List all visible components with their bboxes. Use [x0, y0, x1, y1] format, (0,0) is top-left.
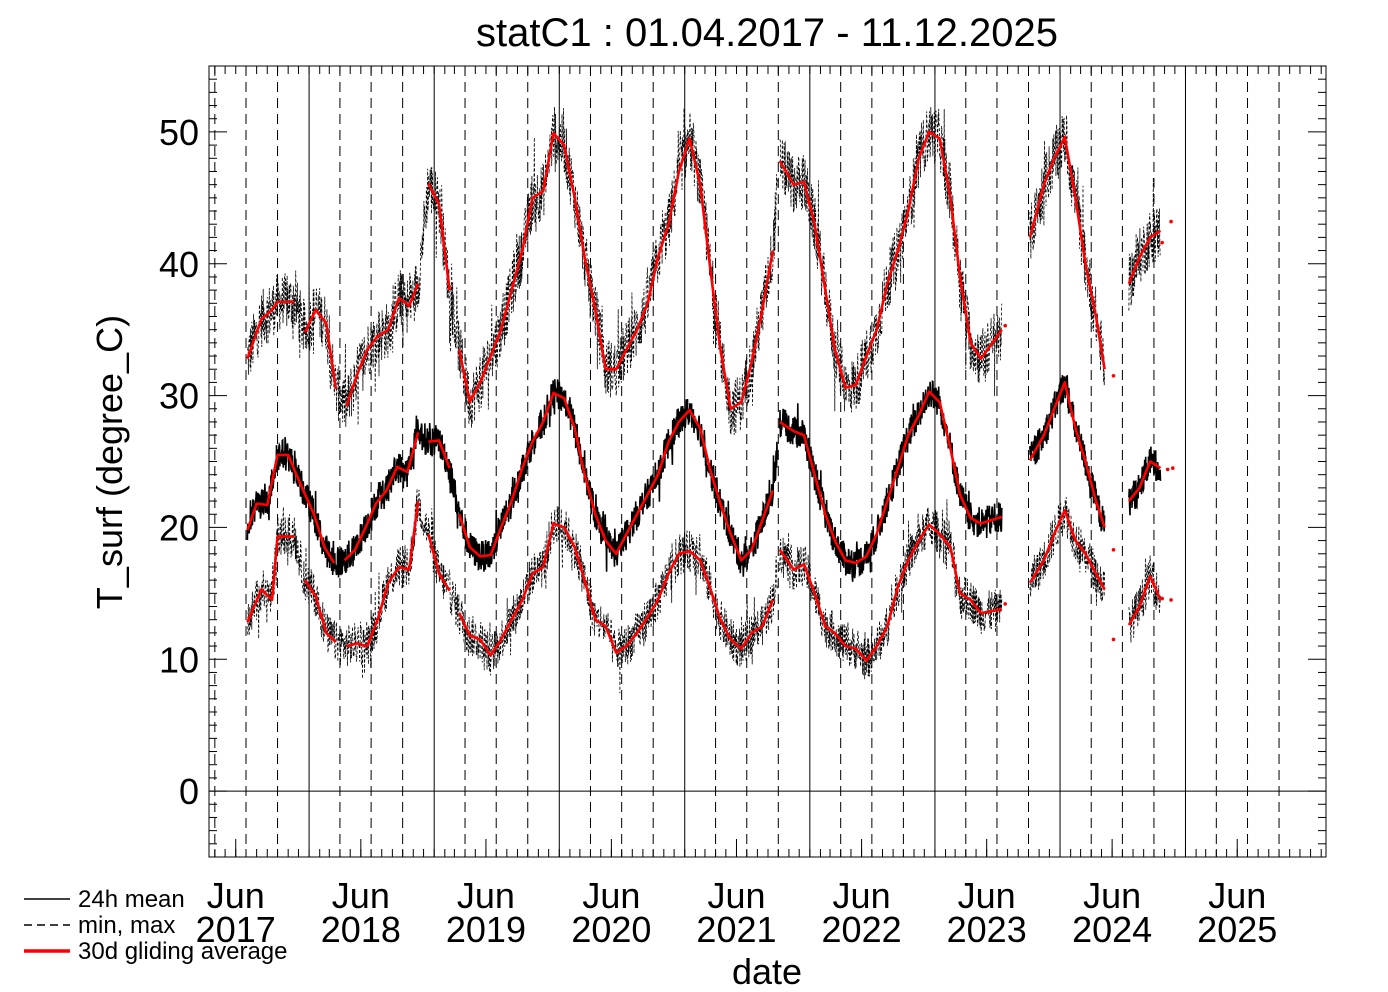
gliding-average-mean-line [343, 432, 420, 562]
gliding-average-max-line [427, 182, 451, 291]
daily-mean-line [1029, 375, 1106, 532]
gliding-average-min-line [303, 579, 337, 644]
x-tick-month-label: Jun [457, 875, 515, 916]
x-tick-month-label: Jun [1208, 875, 1266, 916]
gliding-average-max-line [778, 130, 1003, 389]
legend-label-2: min, max [78, 912, 175, 939]
legend-label-1: 24h mean [78, 886, 185, 913]
gliding-average-mean-dot [1170, 466, 1175, 470]
gliding-average-max-line [457, 131, 775, 411]
gliding-average-mean-line [457, 391, 775, 562]
gliding-average-mean-line [428, 439, 451, 469]
quarter-lines [214, 66, 1280, 857]
x-tick-year-label: 2020 [571, 909, 651, 950]
x-tick-year-label: 2021 [696, 909, 776, 950]
gliding-average-min-line [778, 523, 1003, 662]
gliding-average-min-line [427, 533, 451, 592]
gliding-average-min-dot [1003, 602, 1007, 606]
gliding-average-max-line [246, 300, 295, 360]
x-tick-year-label: 2018 [321, 909, 401, 950]
gliding-average-mean-dot [1165, 467, 1170, 472]
y-tick-label: 20 [159, 507, 199, 548]
chart-title: statC1 : 01.04.2017 - 11.12.2025 [476, 11, 1058, 55]
x-tick-year-label: 2024 [1072, 909, 1152, 950]
gliding-average-min-line [246, 535, 295, 623]
gliding-average-min-line [458, 522, 775, 657]
gliding-average-mean-line [246, 453, 298, 531]
gliding-average-max-dot [1111, 374, 1116, 378]
gliding-average-mean-line [1127, 460, 1162, 502]
y-tick-label: 30 [159, 376, 199, 417]
gliding-average-max-dot [1003, 323, 1007, 328]
x-axis: Jun2017Jun2018Jun2019Jun2020Jun2021Jun20… [196, 66, 1322, 950]
y-tick-label: 40 [159, 244, 199, 285]
y-tick-label: 10 [159, 639, 199, 680]
gliding-average-min-dot [1160, 596, 1164, 601]
x-tick-year-label: 2019 [446, 909, 526, 950]
gliding-average-min-line [346, 500, 420, 648]
x-tick-month-label: Jun [958, 875, 1016, 916]
x-axis-label: date [732, 951, 802, 992]
y-tick-label: 50 [159, 112, 199, 153]
gliding-average-max-line [1127, 229, 1162, 284]
x-tick-month-label: Jun [1083, 875, 1141, 916]
x-tick-month-label: Jun [332, 875, 390, 916]
x-tick-month-label: Jun [833, 875, 891, 916]
gliding-average-min-line [1127, 574, 1162, 626]
x-tick-month-label: Jun [582, 875, 640, 916]
gliding-average-series [246, 130, 1175, 662]
gliding-average-min-dot [1169, 598, 1173, 602]
x-tick-year-label: 2017 [196, 909, 276, 950]
y-axis-label: T_surf (degree_C) [89, 315, 130, 609]
gliding-average-mean-line [778, 390, 1003, 565]
gliding-average-max-line [1028, 135, 1106, 370]
gliding-average-mean-line [295, 474, 336, 564]
gliding-average-max-dot [1169, 219, 1173, 224]
x-tick-year-label: 2023 [947, 909, 1027, 950]
min-series-line [1029, 497, 1105, 606]
gliding-average-max-line [345, 283, 420, 407]
x-tick-month-label: Jun [207, 875, 265, 916]
gliding-average-mean-dot [1111, 548, 1116, 552]
gliding-average-max-dot [1160, 240, 1164, 245]
year-boundary-lines [308, 66, 1186, 857]
daily-mean-line [1128, 446, 1162, 516]
max-series-line [247, 106, 778, 435]
x-tick-year-label: 2022 [822, 909, 902, 950]
gliding-average-min-line [1028, 509, 1106, 591]
max-series-line [1128, 177, 1161, 311]
x-tick-month-label: Jun [707, 875, 765, 916]
y-axis: 0 10 20 30 40 50 [159, 65, 1326, 858]
gliding-average-max-line [303, 308, 338, 390]
x-tick-year-label: 2025 [1197, 909, 1277, 950]
legend-label-3: 30d gliding average [78, 938, 288, 965]
gliding-average-min-dot [1111, 637, 1116, 642]
y-tick-label: 0 [179, 771, 199, 812]
min-series-line [247, 488, 778, 694]
min-series-line [779, 499, 1003, 680]
gliding-average-mean-line [1028, 381, 1106, 528]
